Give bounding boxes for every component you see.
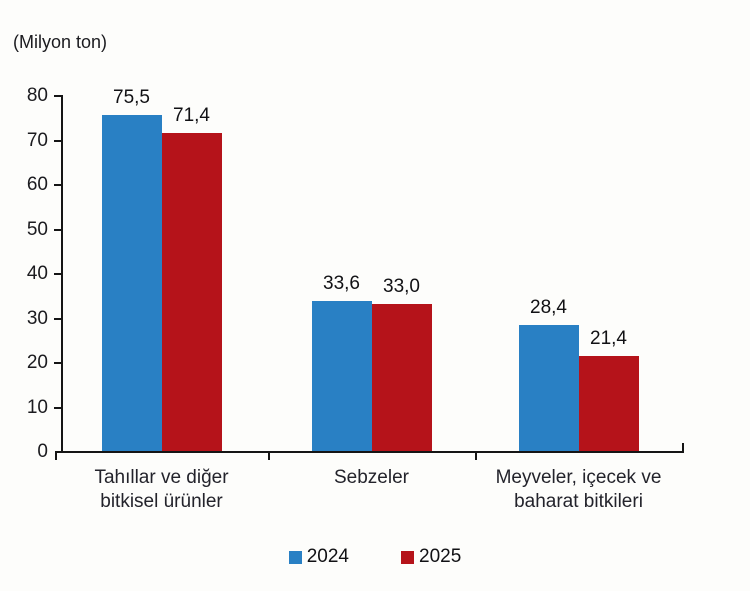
value-label-2024-1: 75,5: [113, 87, 150, 109]
y-tick-label: 50: [26, 218, 48, 240]
bar-2024-1: [101, 115, 162, 451]
y-axis-tick: [54, 273, 62, 275]
y-axis-line: [61, 95, 63, 453]
y-tick-label: 10: [26, 396, 48, 418]
y-tick-label: 0: [37, 441, 48, 462]
value-label-2024-3: 28,4: [530, 296, 567, 318]
y-tick-label: 70: [26, 129, 48, 151]
y-tick-label: 80: [26, 85, 48, 106]
value-label-2025-2: 33,0: [383, 276, 420, 298]
bar-2025-1: [161, 133, 222, 451]
y-tick-label: 40: [26, 263, 48, 284]
y-tick-label: 20: [26, 352, 48, 373]
bar-2024-2: [311, 301, 372, 451]
y-tick-label: 60: [26, 174, 48, 195]
y-axis-tick: [54, 362, 62, 364]
legend-swatch-2025: [401, 550, 414, 564]
legend-item-2025: 2025: [401, 546, 461, 568]
value-label-2025-3: 21,4: [590, 327, 627, 349]
category-label-3: Meyveler, içecek ve baharat bitkileri: [495, 467, 662, 512]
category-label-1: Tahıllar ve diğer bitkisel ürünler: [94, 467, 229, 512]
legend-label-2024: 2024: [306, 546, 349, 567]
y-axis-unit-label: (Milyon ton): [13, 32, 108, 52]
bar-2025-2: [371, 304, 432, 451]
x-axis-line: [55, 451, 684, 453]
legend: 2024 2025: [0, 546, 750, 568]
y-axis-tick: [54, 317, 62, 320]
value-label-2024-2: 33,6: [323, 273, 360, 295]
bar-2024-3: [518, 324, 579, 451]
x-axis-tick: [475, 451, 477, 460]
y-tick-label: 30: [26, 307, 48, 329]
legend-swatch-2024: [288, 550, 302, 564]
y-axis-tick: [54, 184, 62, 186]
bar-2025-3: [578, 355, 639, 451]
x-axis-tick: [268, 451, 270, 460]
legend-label-2025: 2025: [419, 546, 462, 567]
y-axis-tick: [54, 139, 62, 142]
x-axis-tick: [55, 451, 57, 460]
y-axis-tick: [54, 95, 62, 97]
y-axis-tick: [54, 228, 62, 231]
legend-item-2024: 2024: [288, 546, 349, 568]
y-axis-tick: [54, 406, 62, 409]
x-axis-tick: [682, 443, 684, 452]
category-label-2: Sebzeler: [334, 467, 409, 488]
value-label-2025-1: 71,4: [173, 105, 210, 127]
